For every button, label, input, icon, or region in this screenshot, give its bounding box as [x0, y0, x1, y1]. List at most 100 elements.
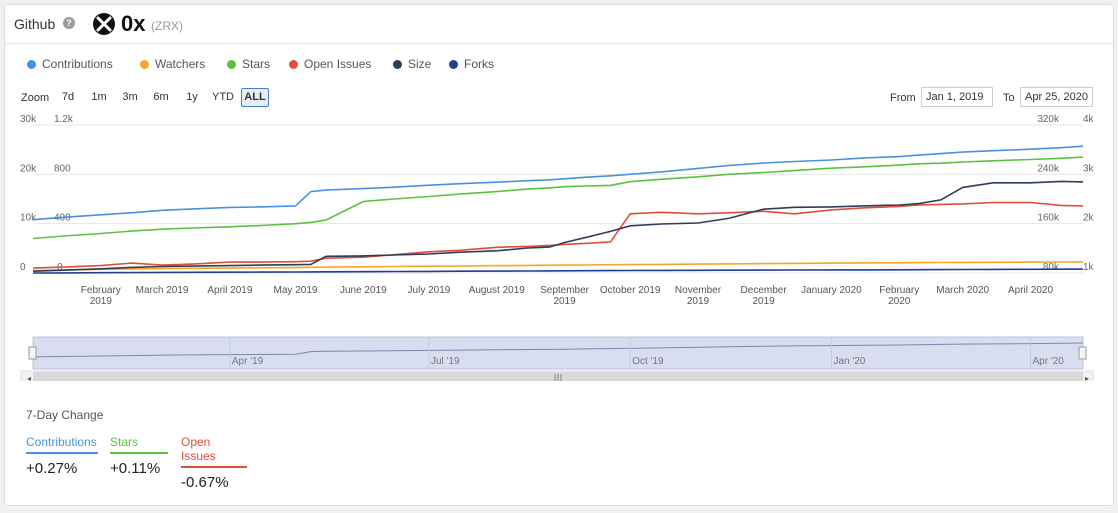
y-tick-right2: 3k — [1083, 163, 1095, 174]
legend-dot-icon — [289, 60, 298, 69]
coin-ticker: (ZRX) — [151, 19, 183, 33]
change-label: Contributions — [26, 435, 98, 454]
y-tick-right1: 320k — [1037, 114, 1060, 125]
chart-grid — [33, 124, 1083, 274]
to-label: To — [1003, 92, 1015, 104]
navigator-left-handle — [28, 346, 37, 360]
legend-label: Size — [408, 57, 432, 71]
legend-item-stars[interactable]: Stars — [227, 57, 270, 71]
series-line-forks — [32, 268, 1084, 274]
x-tick-label: July 2019 — [408, 285, 451, 296]
change-value: -0.67% — [181, 474, 229, 491]
zrx-logo-icon — [93, 13, 115, 35]
to-date-input[interactable] — [1020, 87, 1093, 107]
zoom-7d-button[interactable]: 7d — [61, 91, 75, 103]
zoom-label: Zoom — [21, 92, 50, 104]
legend-dot-icon — [140, 60, 149, 69]
legend-item-forks[interactable]: Forks — [449, 57, 494, 71]
navigator-scrollbar-thumb — [33, 372, 1083, 381]
series-line-size — [32, 180, 1084, 272]
zoom-1m-button[interactable]: 1m — [91, 91, 107, 103]
x-tick-label: February 2020 — [879, 285, 919, 307]
x-tick-label: September 2019 — [540, 285, 590, 307]
legend-item-open-issues[interactable]: Open Issues — [289, 57, 371, 71]
y-tick-right1: 80k — [1043, 262, 1060, 273]
scroll-right-arrow-icon: ▸ — [1085, 374, 1089, 381]
seven-day-title: 7-Day Change — [26, 408, 104, 422]
card-header: Github ? 0x (ZRX) — [5, 5, 1113, 44]
navigator-tick-label: Jan '20 — [833, 356, 865, 367]
y-tick-left1: 0 — [20, 262, 26, 273]
x-tick-label: February 2019 — [81, 285, 121, 307]
legend-dot-icon — [393, 60, 402, 69]
y-tick-left2: 1.2k — [54, 114, 74, 125]
x-tick-label: May 2019 — [274, 285, 318, 296]
change-value: +0.11% — [110, 460, 161, 477]
card-title: Github — [14, 16, 56, 32]
zoom-ytd-button[interactable]: YTD — [212, 91, 234, 103]
y-tick-left1: 10k — [20, 213, 37, 224]
y-tick-right2: 2k — [1083, 213, 1095, 224]
legend-dot-icon — [449, 60, 458, 69]
coin-name: 0x — [121, 11, 146, 36]
navigator-mask — [32, 336, 1084, 370]
series-line-contributions — [32, 145, 1084, 221]
zoom-6m-button[interactable]: 6m — [153, 91, 169, 103]
navigator-tick-label: Apr '19 — [232, 356, 264, 367]
x-tick-label: August 2019 — [469, 285, 526, 296]
github-card: Github ? 0x (ZRX) Contributions Watchers… — [4, 4, 1114, 506]
legend-item-contributions[interactable]: Contributions — [27, 57, 113, 71]
legend-item-size[interactable]: Size — [393, 57, 431, 71]
legend-label: Open Issues — [304, 57, 372, 71]
y-tick-left1: 20k — [20, 163, 37, 174]
x-tick-label: December 2019 — [741, 285, 788, 307]
seven-day-stars: Stars +0.11% — [110, 435, 168, 477]
legend-label: Stars — [242, 57, 271, 71]
navigator-right-handle — [1078, 346, 1087, 360]
series-line-watchers — [32, 261, 1084, 272]
change-label: Stars — [110, 435, 168, 454]
x-tick-label: June 2019 — [340, 285, 387, 296]
navigator-tick-label: Apr '20 — [1033, 356, 1065, 367]
navigator-tick-label: Oct '19 — [632, 356, 664, 367]
legend-label: Watchers — [155, 57, 206, 71]
navigator[interactable]: Apr '19 Jul '19 Oct '19 Jan '20 Apr '20 ◂ ▸ ||| — [20, 336, 1094, 381]
x-tick-label: March 2019 — [136, 285, 189, 296]
from-label: From — [890, 92, 916, 104]
y-tick-right1: 160k — [1037, 213, 1060, 224]
legend-label: Forks — [464, 57, 494, 71]
x-tick-label: October 2019 — [600, 285, 661, 296]
series-line-open-issues — [32, 201, 1084, 269]
scroll-left-arrow-icon: ◂ — [27, 374, 31, 381]
y-tick-left2: 800 — [54, 163, 71, 174]
legend-dot-icon — [227, 60, 236, 69]
navigator-tick-label: Jul '19 — [431, 356, 460, 367]
legend-label: Contributions — [42, 57, 113, 71]
zoom-all-button[interactable]: ALL — [241, 88, 269, 107]
series-line-stars — [32, 156, 1084, 240]
y-tick-left1: 30k — [20, 114, 37, 125]
x-tick-label: April 2019 — [207, 285, 252, 296]
x-tick-label: November 2019 — [675, 285, 722, 307]
seven-day-open-issues: Open Issues -0.67% — [181, 435, 247, 491]
legend-item-watchers[interactable]: Watchers — [140, 57, 205, 71]
y-tick-right2: 4k — [1083, 114, 1095, 125]
chart-series — [32, 145, 1084, 274]
seven-day-contributions: Contributions +0.27% — [26, 435, 98, 477]
x-tick-label: March 2020 — [936, 285, 989, 296]
change-value: +0.27% — [26, 460, 78, 477]
change-label: Open Issues — [181, 435, 247, 468]
from-date-input[interactable] — [921, 87, 993, 107]
y-tick-right1: 240k — [1037, 163, 1060, 174]
zoom-3m-button[interactable]: 3m — [122, 91, 138, 103]
legend-dot-icon — [27, 60, 36, 69]
chart-x-ticks: February 2019 March 2019 April 2019 May 2019… — [81, 285, 1054, 307]
x-tick-label: April 2020 — [1008, 285, 1053, 296]
y-tick-right2: 1k — [1083, 262, 1095, 273]
help-icon[interactable]: ? — [63, 17, 75, 29]
scroll-grip-icon: ||| — [553, 374, 562, 381]
zoom-row: Zoom 7d 1m 3m 6m 1y YTD ALL From To — [5, 87, 1113, 109]
zoom-1y-button[interactable]: 1y — [186, 91, 198, 103]
